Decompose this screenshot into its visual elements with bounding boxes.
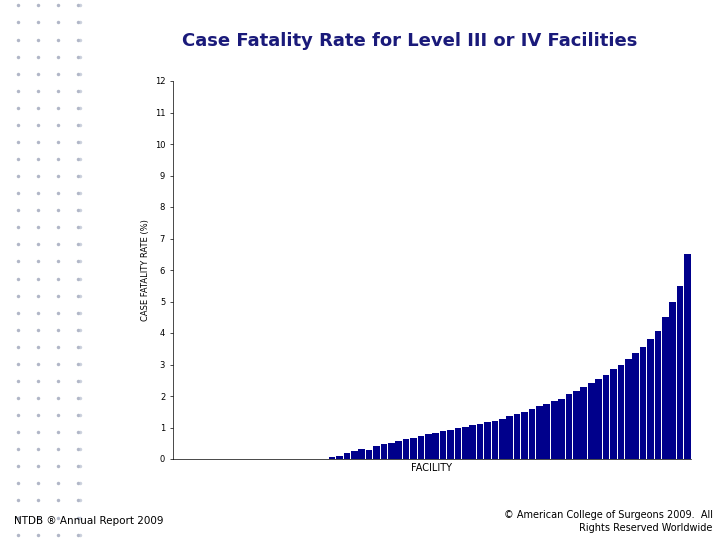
Bar (343, 454, 350, 459)
Bar (662, 317, 669, 459)
Bar (558, 399, 565, 459)
Bar (536, 406, 543, 459)
Bar (580, 387, 587, 459)
Bar (506, 416, 513, 459)
Bar (528, 409, 535, 459)
Bar (402, 440, 410, 459)
Bar (410, 437, 417, 459)
Bar (603, 375, 609, 459)
Text: Figure
58: Figure 58 (84, 57, 117, 78)
Bar (381, 444, 387, 459)
Bar (373, 446, 379, 459)
Bar (640, 347, 647, 459)
Bar (388, 443, 395, 459)
Bar (573, 392, 580, 459)
Text: Case Fatality Rate for Level III or IV Facilities: Case Fatality Rate for Level III or IV F… (182, 31, 638, 50)
Bar (677, 286, 683, 459)
Text: NTDB ® Annual Report 2009: NTDB ® Annual Report 2009 (14, 516, 164, 526)
Bar (551, 401, 557, 459)
Bar (351, 451, 358, 459)
Bar (492, 421, 498, 459)
Bar (514, 414, 521, 459)
Bar (395, 441, 402, 459)
Bar (595, 379, 602, 459)
Bar (654, 332, 661, 459)
Bar (454, 428, 462, 459)
Bar (447, 430, 454, 459)
Bar (433, 433, 439, 459)
Bar (521, 411, 528, 459)
Bar (462, 427, 469, 459)
Bar (618, 364, 624, 459)
Bar (647, 339, 654, 459)
Bar (632, 353, 639, 459)
Bar (336, 456, 343, 459)
Bar (440, 431, 446, 459)
Bar (329, 457, 336, 459)
Bar (588, 383, 595, 459)
X-axis label: FACILITY: FACILITY (412, 463, 452, 473)
Bar (625, 359, 631, 459)
Bar (485, 422, 491, 459)
Y-axis label: CASE FATALITY RATE (%): CASE FATALITY RATE (%) (142, 219, 150, 321)
Bar (684, 254, 690, 459)
Bar (670, 301, 676, 459)
Text: © American College of Surgeons 2009.  All
Rights Reserved Worldwide: © American College of Surgeons 2009. All… (504, 510, 713, 532)
Bar (366, 449, 372, 459)
Bar (566, 394, 572, 459)
Bar (544, 404, 550, 459)
Bar (477, 424, 483, 459)
Bar (425, 434, 431, 459)
Bar (418, 436, 424, 459)
Bar (610, 369, 617, 459)
Bar (359, 449, 365, 459)
Bar (499, 418, 505, 459)
Bar (469, 425, 476, 459)
